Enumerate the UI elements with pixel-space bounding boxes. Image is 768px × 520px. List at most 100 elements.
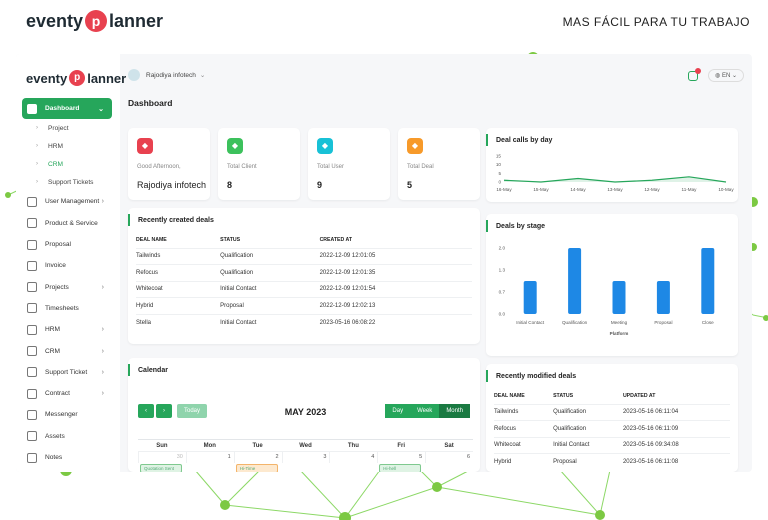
calendar-today-button[interactable]: Today xyxy=(177,404,208,418)
calendar-day-cell[interactable]: 2 xyxy=(233,452,282,463)
notification-bell-icon[interactable] xyxy=(688,67,702,81)
bar[interactable] xyxy=(568,248,582,314)
sidebar-item-support-ticket[interactable]: Support Ticket › xyxy=(22,362,112,383)
chevron-icon: › xyxy=(101,326,104,334)
table-row[interactable]: Whitecoat Initial Contact 2022-12-09 12:01… xyxy=(136,280,472,298)
sidebar-item-hrm[interactable]: HRM › xyxy=(22,319,112,340)
weekday-header: Tue xyxy=(252,443,263,449)
table-cell: 2022-12-09 12:01:54 xyxy=(319,280,472,298)
user-dropdown-chevron-icon[interactable]: ⌄ xyxy=(199,72,206,79)
sub-item-bullet-icon: › xyxy=(36,161,38,168)
y-tick-label: 2.0 xyxy=(499,246,506,251)
language-selector[interactable]: ◍ EN ⌄ xyxy=(708,69,744,82)
sidebar-item-user-management[interactable]: User Management › xyxy=(22,191,112,212)
weekday-header: Wed xyxy=(299,443,312,449)
calendar-day-cell[interactable]: 5 xyxy=(377,452,425,463)
view-day-button[interactable]: Day xyxy=(385,404,411,418)
table-row[interactable]: Refocus Qualification 2022-12-09 12:01:35 xyxy=(136,264,472,281)
weekday-header: Mon xyxy=(203,443,216,449)
calendar-day-cell[interactable]: 1 xyxy=(185,452,234,463)
sidebar-item-crm-sub[interactable]: › CRM xyxy=(22,155,112,173)
weekday-header: Sun xyxy=(156,443,168,449)
series-line xyxy=(503,176,727,183)
user-avatar[interactable] xyxy=(128,69,140,81)
modified-deals-table: DEAL NAME STATUS UPDATED AT Tailwinds Qualif… xyxy=(494,388,730,470)
table-row[interactable]: Stella Initial Contact 2023-05-16 06:08:22 xyxy=(136,313,472,331)
sub-item-bullet-icon: › xyxy=(36,125,38,132)
sidebar-item-timesheets[interactable]: Timesheets xyxy=(22,298,112,319)
sidebar-logo[interactable]: eventy p lanner xyxy=(26,70,126,86)
sidebar-item-proposal[interactable]: Proposal xyxy=(22,234,112,255)
column-header: STATUS xyxy=(220,236,241,243)
sidebar-item-notes[interactable]: Notes xyxy=(22,447,112,468)
hrm-icon xyxy=(27,324,37,335)
sidebar-item-hrm-sub[interactable]: › HRM xyxy=(22,137,112,155)
calendar-weekdays: Sun Mon Tue Wed Thu Fri Sat xyxy=(138,439,473,452)
bar[interactable] xyxy=(656,281,670,314)
calendar-month: MAY 2023 xyxy=(284,407,327,417)
sidebar-item-label: Support Tickets xyxy=(48,178,94,186)
table-row[interactable]: Hybrid Proposal 2022-12-09 12:02:13 xyxy=(136,297,472,314)
sidebar-item-label: HRM xyxy=(45,326,61,334)
user-name[interactable]: Rajodiya infotech xyxy=(146,71,196,79)
weekday-header: Thu xyxy=(347,443,359,449)
calendar-day-cell[interactable]: 6 xyxy=(425,452,473,463)
table-cell: Tailwinds xyxy=(494,403,554,421)
calendar-event[interactable]: Quotation Sent xyxy=(140,464,182,472)
calendar-next-button[interactable]: › xyxy=(156,404,172,418)
calendar-day-cell[interactable]: 3 xyxy=(281,452,330,463)
sidebar-item-messenger[interactable]: Messenger xyxy=(22,404,112,425)
stat-value: 5 xyxy=(407,180,413,190)
sidebar-item-crm[interactable]: CRM › xyxy=(22,340,112,361)
sidebar-item-label: Product & Service xyxy=(45,219,98,227)
y-tick-label: 5 xyxy=(498,171,501,176)
language-chevron-icon: ⌄ xyxy=(731,73,737,79)
table-row[interactable]: Tailwinds Qualification 2023-05-16 06:11:0… xyxy=(494,403,730,421)
bar[interactable] xyxy=(701,248,715,314)
deal-calls-chart: 15 10 5 0 16-May 15-May 14-May 13-May 12-May 11-M… xyxy=(496,154,734,193)
table-row[interactable]: Hybrid Proposal 2023-05-16 06:11:08 xyxy=(494,453,730,470)
weekday-header: Sat xyxy=(444,443,454,449)
table-row[interactable]: Tailwinds Qualification 2022-12-09 12:01:0… xyxy=(136,247,472,265)
calendar-prev-button[interactable]: ‹ xyxy=(138,404,154,418)
calendar-day-cell[interactable]: 4 xyxy=(329,452,377,463)
app-window: eventy p lanner Dashboard ⌄ › Project › HRM › C… xyxy=(16,54,752,472)
calendar-event[interactable]: Hi-Time xyxy=(235,464,278,472)
x-tick-label: Initial Contact xyxy=(516,320,545,325)
x-tick-label: Proposal xyxy=(654,320,672,325)
column-header: DEAL NAME xyxy=(494,392,525,399)
y-tick-label: 15 xyxy=(496,154,502,159)
calendar-day-cell[interactable]: 30 xyxy=(138,452,186,463)
sidebar-item-contract[interactable]: Contract › xyxy=(22,383,112,404)
headset-icon xyxy=(27,367,37,378)
sidebar-item-label: Timesheets xyxy=(45,304,79,312)
calendar-views: Day Week Month xyxy=(385,404,470,418)
table-cell: 2023-05-16 06:11:08 xyxy=(622,453,730,470)
deals-stage-chart: 2.0 1.3 0.7 0.0 Initial Contact Qualification… xyxy=(499,246,715,336)
column-header: STATUS xyxy=(553,392,574,399)
table-cell: 2022-12-09 12:02:13 xyxy=(319,297,472,314)
table-row[interactable]: Refocus Qualification 2023-05-16 06:11:09 xyxy=(494,420,730,437)
calendar-event[interactable]: Hi-hell xyxy=(379,464,422,472)
view-month-button[interactable]: Month xyxy=(439,404,470,418)
bar[interactable] xyxy=(523,281,537,314)
table-header-row: DEAL NAME STATUS CREATED AT xyxy=(136,232,472,248)
chat-icon xyxy=(27,409,37,420)
sidebar-item-dashboard[interactable]: Dashboard ⌄ xyxy=(22,98,112,120)
sidebar-item-projects[interactable]: Projects › xyxy=(22,276,112,297)
column-header: DEAL NAME xyxy=(136,236,167,243)
x-tick-label: 11-May xyxy=(682,187,698,192)
sidebar-item-invoice[interactable]: Invoice xyxy=(22,255,112,276)
sidebar-logo-prefix: eventy xyxy=(26,70,68,86)
bar[interactable] xyxy=(612,281,626,314)
sidebar-item-product-service[interactable]: Product & Service xyxy=(22,213,112,234)
sidebar-item-project-sub[interactable]: › Project xyxy=(22,119,112,137)
column-header: UPDATED AT xyxy=(622,392,656,399)
table-row[interactable]: Whitecoat Initial Contact 2023-05-16 09:34… xyxy=(494,436,730,454)
users-icon xyxy=(27,196,37,207)
folder-icon xyxy=(27,282,37,293)
view-week-button[interactable]: Week xyxy=(410,404,440,418)
sidebar-item-support-tickets-sub[interactable]: › Support Tickets xyxy=(22,173,112,191)
recent-deals-table: DEAL NAME STATUS CREATED AT Tailwinds Qualif… xyxy=(136,232,472,331)
sidebar-item-assets[interactable]: Assets xyxy=(22,426,112,447)
